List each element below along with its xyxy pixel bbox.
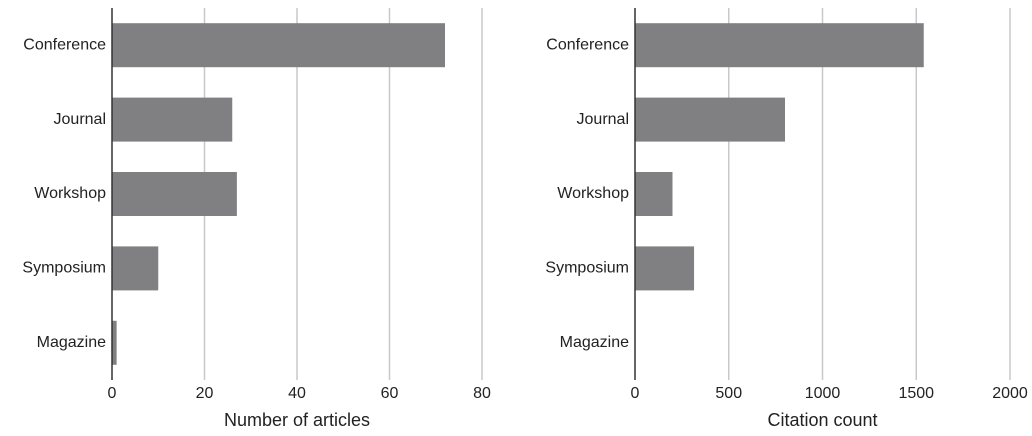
- x-tick-label: 40: [288, 385, 306, 402]
- y-tick-label: Magazine: [37, 334, 106, 351]
- x-tick-label: 500: [715, 385, 742, 402]
- x-tick-label: 80: [473, 385, 491, 402]
- y-tick-label: Journal: [577, 111, 629, 128]
- y-tick-label: Workshop: [34, 185, 106, 202]
- bar: [635, 97, 785, 142]
- y-tick-label: Symposium: [22, 260, 106, 277]
- y-tick-label: Conference: [23, 36, 106, 53]
- bar: [112, 246, 159, 291]
- x-tick-label: 1000: [805, 385, 841, 402]
- bar: [635, 172, 673, 216]
- x-tick-label: 1500: [898, 385, 934, 402]
- x-tick-label: 0: [108, 385, 117, 402]
- y-tick-label: Journal: [54, 111, 106, 128]
- bar: [112, 23, 445, 68]
- x-tick-label: 60: [381, 385, 399, 402]
- x-tick-label: 2000: [992, 385, 1028, 402]
- x-axis-title: Citation count: [767, 410, 877, 430]
- bar: [112, 97, 233, 142]
- bar: [635, 23, 924, 68]
- y-tick-label: Magazine: [560, 334, 629, 351]
- x-tick-label: 0: [631, 385, 640, 402]
- y-tick-label: Workshop: [557, 185, 629, 202]
- y-tick-label: Symposium: [545, 260, 629, 277]
- bar: [112, 320, 117, 365]
- bar: [635, 246, 695, 291]
- bar: [112, 172, 237, 216]
- x-tick-label: 20: [196, 385, 214, 402]
- x-axis-title: Number of articles: [224, 410, 370, 430]
- y-tick-label: Conference: [546, 36, 629, 53]
